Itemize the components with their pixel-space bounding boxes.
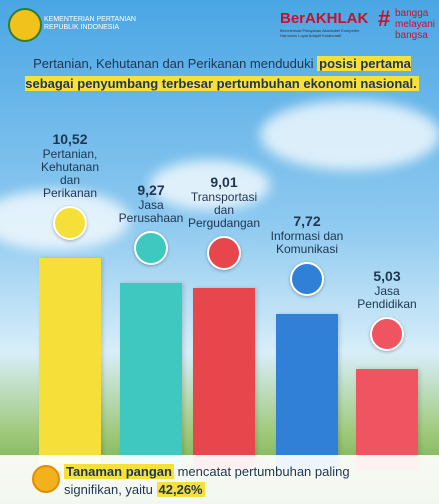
- category-label: Jasa Pendidikan: [357, 283, 417, 311]
- medal: [32, 465, 60, 493]
- hash: #: [378, 6, 391, 31]
- bar-label: 7,72 Informasi dan Komunikasi: [257, 213, 357, 257]
- category-label: Informasi dan Komunikasi: [270, 229, 344, 257]
- bar-label: 10,52 Pertanian, Kehutanan dan Perikanan: [33, 131, 107, 200]
- country: REPUBLIK INDONESIA: [44, 24, 120, 31]
- bar: [276, 314, 338, 470]
- category-icon: [53, 206, 87, 240]
- category-label: Jasa Perusahaan: [118, 198, 184, 226]
- category-label: Pertanian, Kehutanan dan Perikanan: [40, 147, 100, 200]
- brand: BerAKHLAK: [280, 10, 369, 27]
- bar-label: 9,01 Transportasi dan Pergudangan: [181, 174, 267, 231]
- category-icon: [207, 236, 241, 271]
- slogan-line: bangga: [395, 8, 429, 19]
- category-icon: [134, 231, 168, 266]
- footer-figure: 42,26%: [156, 482, 205, 497]
- footer: Tanaman pangan mencatat pertumbuhan pali…: [0, 455, 439, 504]
- bar-label: 9,27 Jasa Perusahaan: [114, 182, 188, 226]
- ministry-name: KEMENTERIAN PERTANIAN REPUBLIK INDONESIA: [44, 16, 136, 32]
- slogan-line: bangsa: [395, 30, 428, 41]
- value-label: 5,03: [373, 267, 401, 284]
- ministry: KEMENTERIAN PERTANIAN: [44, 16, 136, 23]
- slogan-line: melayani: [395, 19, 436, 30]
- value-label: 9,01: [210, 174, 238, 191]
- bar: [39, 258, 101, 470]
- bar: [120, 283, 182, 470]
- footer-text: Tanaman pangan mencatat pertumbuhan pali…: [64, 463, 364, 499]
- category-icon: [290, 262, 324, 297]
- value-label: 7,72: [293, 213, 321, 230]
- category-icon: [370, 316, 404, 351]
- value-label: 10,52: [52, 131, 88, 147]
- footer-body: mencatat pertumbuhan paling signifikan, …: [64, 464, 350, 497]
- brand-tagline: Berorientasi Pelayanan Akuntabel Kompete…: [280, 28, 360, 38]
- footer-highlight: Tanaman pangan: [64, 464, 174, 479]
- logo: [8, 8, 42, 42]
- value-label: 9,27: [137, 182, 165, 199]
- slogan: bangga melayani bangsa: [395, 8, 435, 41]
- title-text: Pertanian, Kehutanan dan Perikanan mendu…: [33, 56, 314, 71]
- bar: [356, 368, 418, 470]
- bar: [193, 288, 255, 470]
- bar-label: 5,03 Jasa Pendidikan: [347, 267, 427, 311]
- title: Pertanian, Kehutanan dan Perikanan mendu…: [22, 54, 422, 94]
- category-label: Transportasi dan Pergudangan: [187, 190, 261, 231]
